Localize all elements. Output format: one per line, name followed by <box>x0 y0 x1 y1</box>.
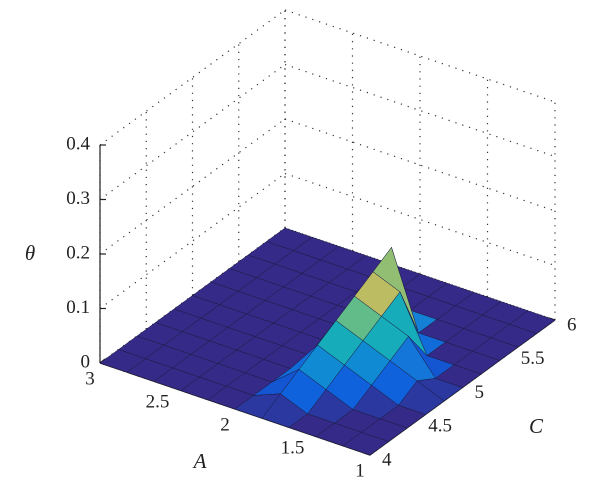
grid-line <box>284 118 556 212</box>
surface-cell <box>342 432 389 456</box>
y-tick-label: 4 <box>382 449 392 470</box>
x-tick-label: 1 <box>355 460 365 481</box>
y-tick-label: 4.5 <box>428 416 452 437</box>
y-tick-label: 6 <box>567 314 577 335</box>
grid-line <box>284 9 556 103</box>
x-tick-label: 1.5 <box>281 437 305 458</box>
z-tick-label: 0.3 <box>66 188 90 209</box>
z-tick-label: 0.2 <box>66 242 90 263</box>
grid-line <box>284 172 556 267</box>
x-tick-label: 2 <box>220 414 230 435</box>
y-tick-label: 5 <box>475 382 485 403</box>
z-tick-label: 0.1 <box>66 297 90 318</box>
z-tick-label: 0.4 <box>66 133 90 154</box>
y-tick-label: 5.5 <box>521 348 545 369</box>
z-axis-label: θ <box>25 241 35 265</box>
z-tick-label: 0 <box>81 351 91 372</box>
x-tick-label: 2.5 <box>146 391 170 412</box>
x-axis-label: A <box>192 449 207 473</box>
y-axis-label: C <box>529 414 544 438</box>
grid-line <box>99 9 286 146</box>
x-tick-label: 3 <box>85 368 95 389</box>
grid-line <box>284 63 556 158</box>
